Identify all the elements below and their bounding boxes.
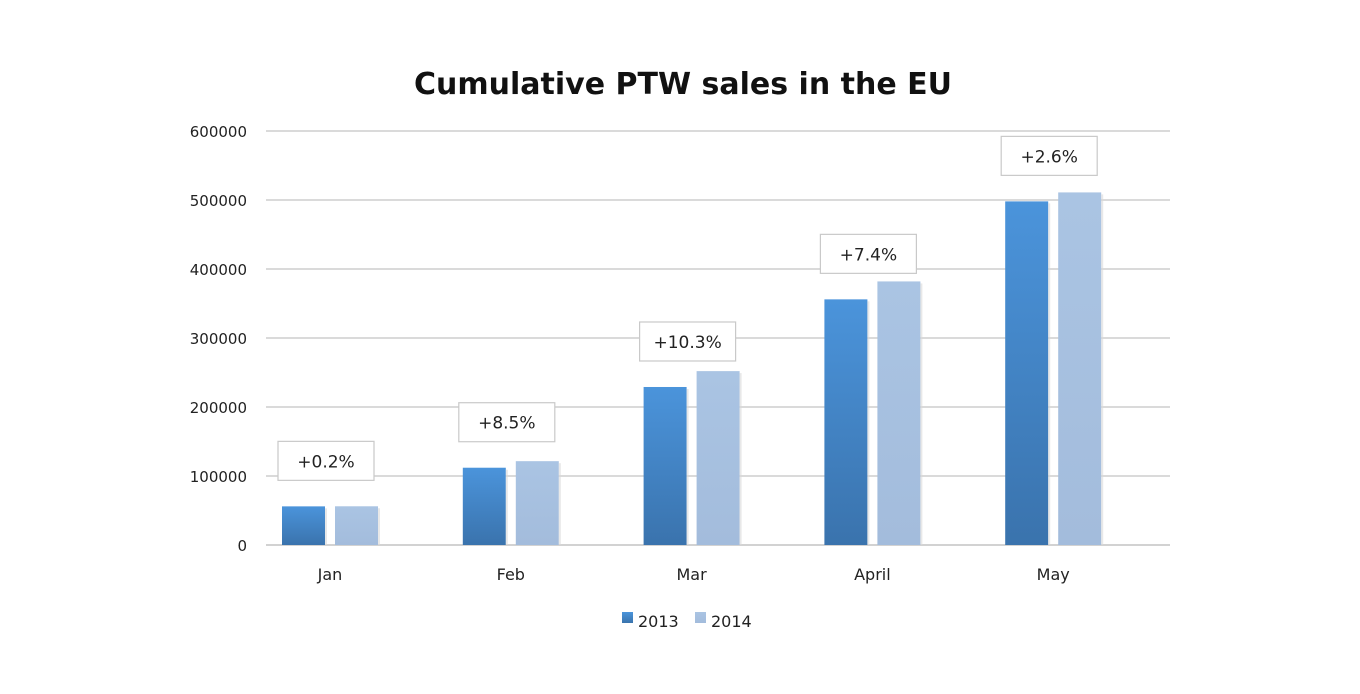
bar-2013-feb bbox=[462, 467, 506, 545]
legend-label: 2014 bbox=[711, 612, 752, 631]
bar-shadow bbox=[686, 388, 689, 545]
x-category-label: Jan bbox=[317, 565, 343, 584]
annotation-box-frame bbox=[638, 321, 737, 362]
y-tick-label: 400000 bbox=[190, 261, 247, 279]
annotation-box: +8.5% bbox=[458, 402, 556, 443]
legend-swatch bbox=[695, 612, 706, 623]
legend-swatch bbox=[622, 612, 633, 623]
annotation-label: +10.3% bbox=[653, 333, 721, 353]
annotation-box: +10.3% bbox=[638, 321, 737, 362]
x-category-label: April bbox=[854, 565, 891, 584]
bars bbox=[282, 192, 1104, 545]
bar-shadow bbox=[558, 463, 561, 545]
annotation-box: +7.4% bbox=[819, 233, 918, 274]
bar-2013-mar bbox=[643, 386, 687, 545]
bar-2014-april bbox=[877, 281, 921, 545]
x-category-label: Feb bbox=[497, 565, 525, 584]
annotation-label: +2.6% bbox=[1020, 147, 1077, 167]
y-tick-label: 100000 bbox=[190, 468, 247, 486]
annotation-box-frame bbox=[458, 402, 556, 443]
x-category-label: Mar bbox=[677, 565, 708, 584]
bar-2013-jan bbox=[282, 506, 325, 545]
legend-item-2013: 2013 bbox=[622, 612, 679, 631]
x-axis-category-labels: Jan Feb Mar April May bbox=[317, 565, 1070, 584]
y-axis-tick-labels: 0 100000 200000 300000 400000 500000 600000 bbox=[190, 123, 247, 555]
annotation-box: +0.2% bbox=[277, 440, 375, 481]
bar-shadow bbox=[378, 508, 380, 545]
annotation-box-frame bbox=[819, 233, 918, 274]
bar-2014-mar bbox=[696, 371, 740, 545]
bar-shadow bbox=[1048, 203, 1051, 545]
bar-2014-may bbox=[1058, 192, 1102, 545]
legend-label: 2013 bbox=[638, 612, 679, 631]
y-tick-label: 200000 bbox=[190, 399, 247, 417]
bar-2013-may bbox=[1005, 201, 1049, 545]
bar-shadow bbox=[739, 373, 742, 545]
annotation-label: +8.5% bbox=[478, 414, 535, 434]
annotation-box: +2.6% bbox=[1000, 135, 1098, 176]
x-category-label: May bbox=[1037, 565, 1070, 584]
bar-shadow bbox=[920, 283, 923, 545]
legend: 2013 2014 bbox=[622, 612, 752, 631]
annotations: +0.2% +8.5% +10.3% +7.4% +2.6% bbox=[277, 135, 1098, 481]
annotation-label: +0.2% bbox=[297, 452, 354, 472]
y-tick-label: 300000 bbox=[190, 330, 247, 348]
annotation-box-frame bbox=[277, 440, 375, 481]
legend-item-2014: 2014 bbox=[695, 612, 752, 631]
bar-2014-feb bbox=[515, 461, 559, 545]
y-tick-label: 0 bbox=[237, 537, 247, 555]
bar-shadow bbox=[867, 301, 870, 545]
annotation-box-frame bbox=[1000, 135, 1098, 176]
y-tick-label: 500000 bbox=[190, 192, 247, 210]
bar-shadow bbox=[1101, 194, 1104, 545]
chart-title: Cumulative PTW sales in the EU bbox=[414, 67, 952, 102]
bar-shadow bbox=[325, 508, 327, 545]
bar-shadow bbox=[505, 469, 508, 545]
annotation-label: +7.4% bbox=[840, 245, 897, 265]
bar-2014-jan bbox=[335, 506, 378, 545]
bar-2013-april bbox=[824, 299, 868, 545]
y-tick-label: 600000 bbox=[190, 123, 247, 141]
